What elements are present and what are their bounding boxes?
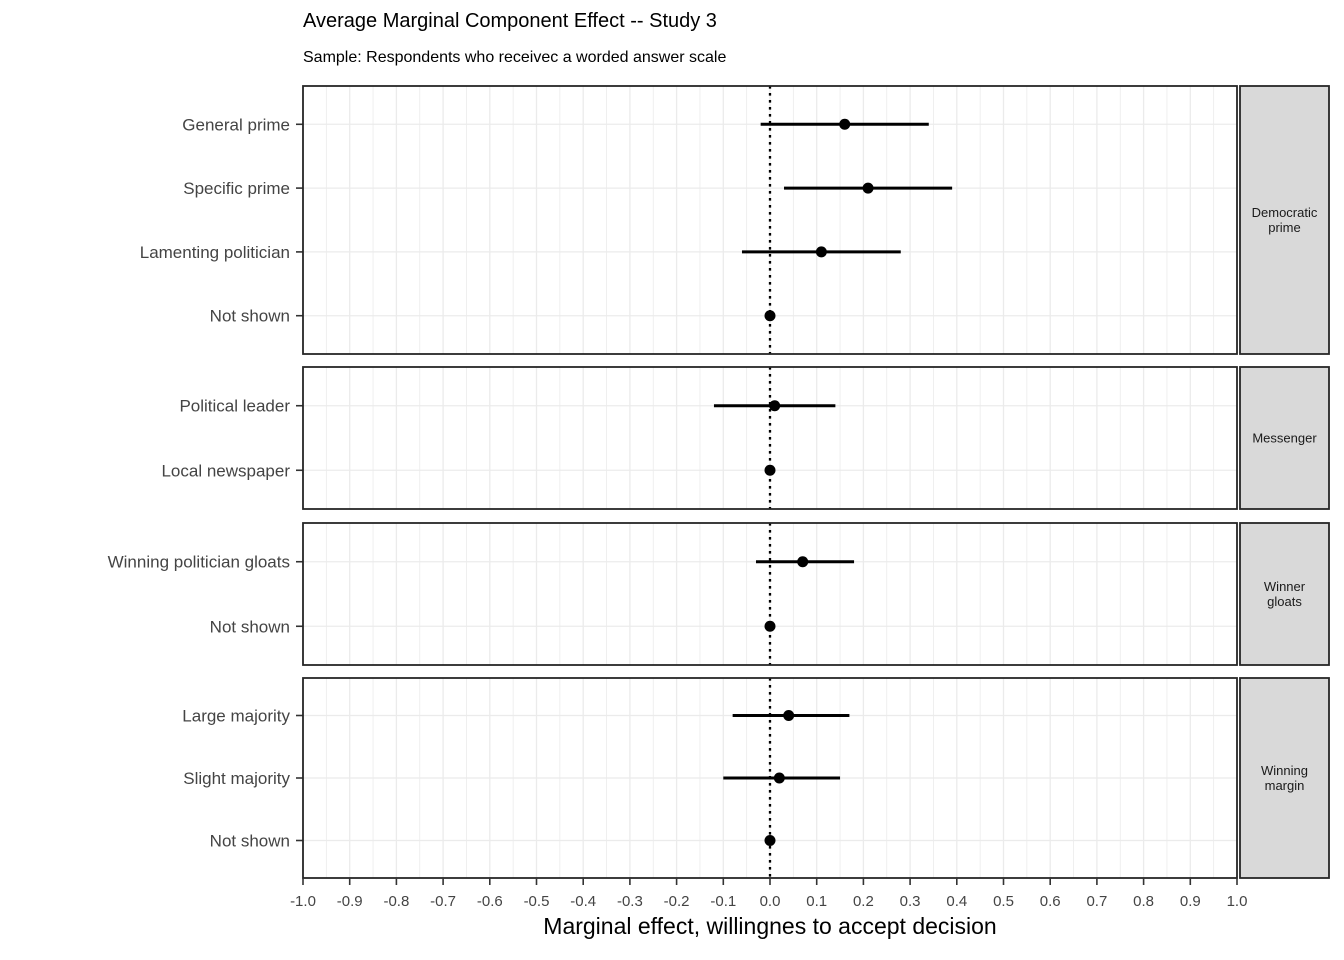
strip-label: gloats (1267, 594, 1302, 609)
strip-label: Democratic (1252, 205, 1318, 220)
point-estimate (815, 246, 827, 258)
row-label: Specific prime (183, 179, 290, 198)
facet-strip (1239, 522, 1330, 666)
x-tick-label: 0.9 (1180, 893, 1201, 910)
point-estimate (797, 556, 809, 568)
point-estimate (862, 182, 874, 194)
panel-border (302, 522, 1238, 666)
x-tick-label: -0.6 (477, 893, 503, 910)
x-tick-label: 0.4 (946, 893, 967, 910)
chart-title: Average Marginal Component Effect -- Stu… (303, 10, 717, 32)
x-tick-label: -0.9 (337, 893, 363, 910)
point-estimate (764, 464, 776, 476)
facet-strip (1239, 85, 1330, 355)
x-tick-label: -0.3 (617, 893, 643, 910)
facet-strip (1239, 366, 1330, 510)
x-tick-label: 0.6 (1040, 893, 1061, 910)
row-label: Not shown (210, 307, 290, 326)
point-estimate (764, 310, 776, 322)
panel-border (302, 85, 1238, 355)
point-estimate (764, 835, 776, 846)
point-estimate (764, 620, 776, 632)
row-label: Winning politician gloats (108, 553, 290, 572)
x-tick-label: -0.7 (430, 893, 456, 910)
x-tick-label: 0.0 (760, 893, 781, 910)
x-tick-label: -0.1 (710, 893, 736, 910)
x-tick-label: 0.3 (900, 893, 921, 910)
row-label: General prime (182, 115, 290, 134)
strip-label: Winning (1261, 763, 1308, 778)
facet-strip (1239, 677, 1330, 879)
x-tick-label: -0.5 (524, 893, 550, 910)
strip-label: prime (1268, 220, 1301, 235)
row-label: Not shown (210, 617, 290, 636)
point-estimate (839, 118, 851, 130)
x-tick-label: -0.2 (664, 893, 690, 910)
x-tick-label: 0.8 (1133, 893, 1154, 910)
x-tick-label: -0.4 (570, 893, 596, 910)
strip-label: margin (1265, 778, 1305, 793)
point-estimate (773, 772, 785, 784)
chart-subtitle: Sample: Respondents who receivec a worde… (303, 49, 727, 66)
strip-label: Messenger (1252, 431, 1317, 446)
row-label: Large majority (182, 707, 290, 726)
row-label: Lamenting politician (140, 243, 290, 262)
row-label: Slight majority (183, 769, 290, 788)
x-tick-label: 0.2 (853, 893, 874, 910)
strip-label: Winner (1264, 579, 1306, 594)
x-tick-label: 0.7 (1086, 893, 1107, 910)
x-tick-label: 0.5 (993, 893, 1014, 910)
x-tick-label: 0.1 (806, 893, 827, 910)
x-tick-label: -1.0 (290, 893, 316, 910)
x-tick-label: 1.0 (1227, 893, 1248, 910)
row-label: Political leader (179, 397, 290, 416)
panel-border (302, 366, 1238, 510)
row-label: Not shown (210, 832, 290, 851)
point-estimate (769, 400, 781, 412)
x-axis-title: Marginal effect, willingnes to accept de… (543, 913, 997, 939)
row-label: Local newspaper (161, 461, 290, 480)
point-estimate (783, 710, 795, 721)
x-tick-label: -0.8 (383, 893, 409, 910)
